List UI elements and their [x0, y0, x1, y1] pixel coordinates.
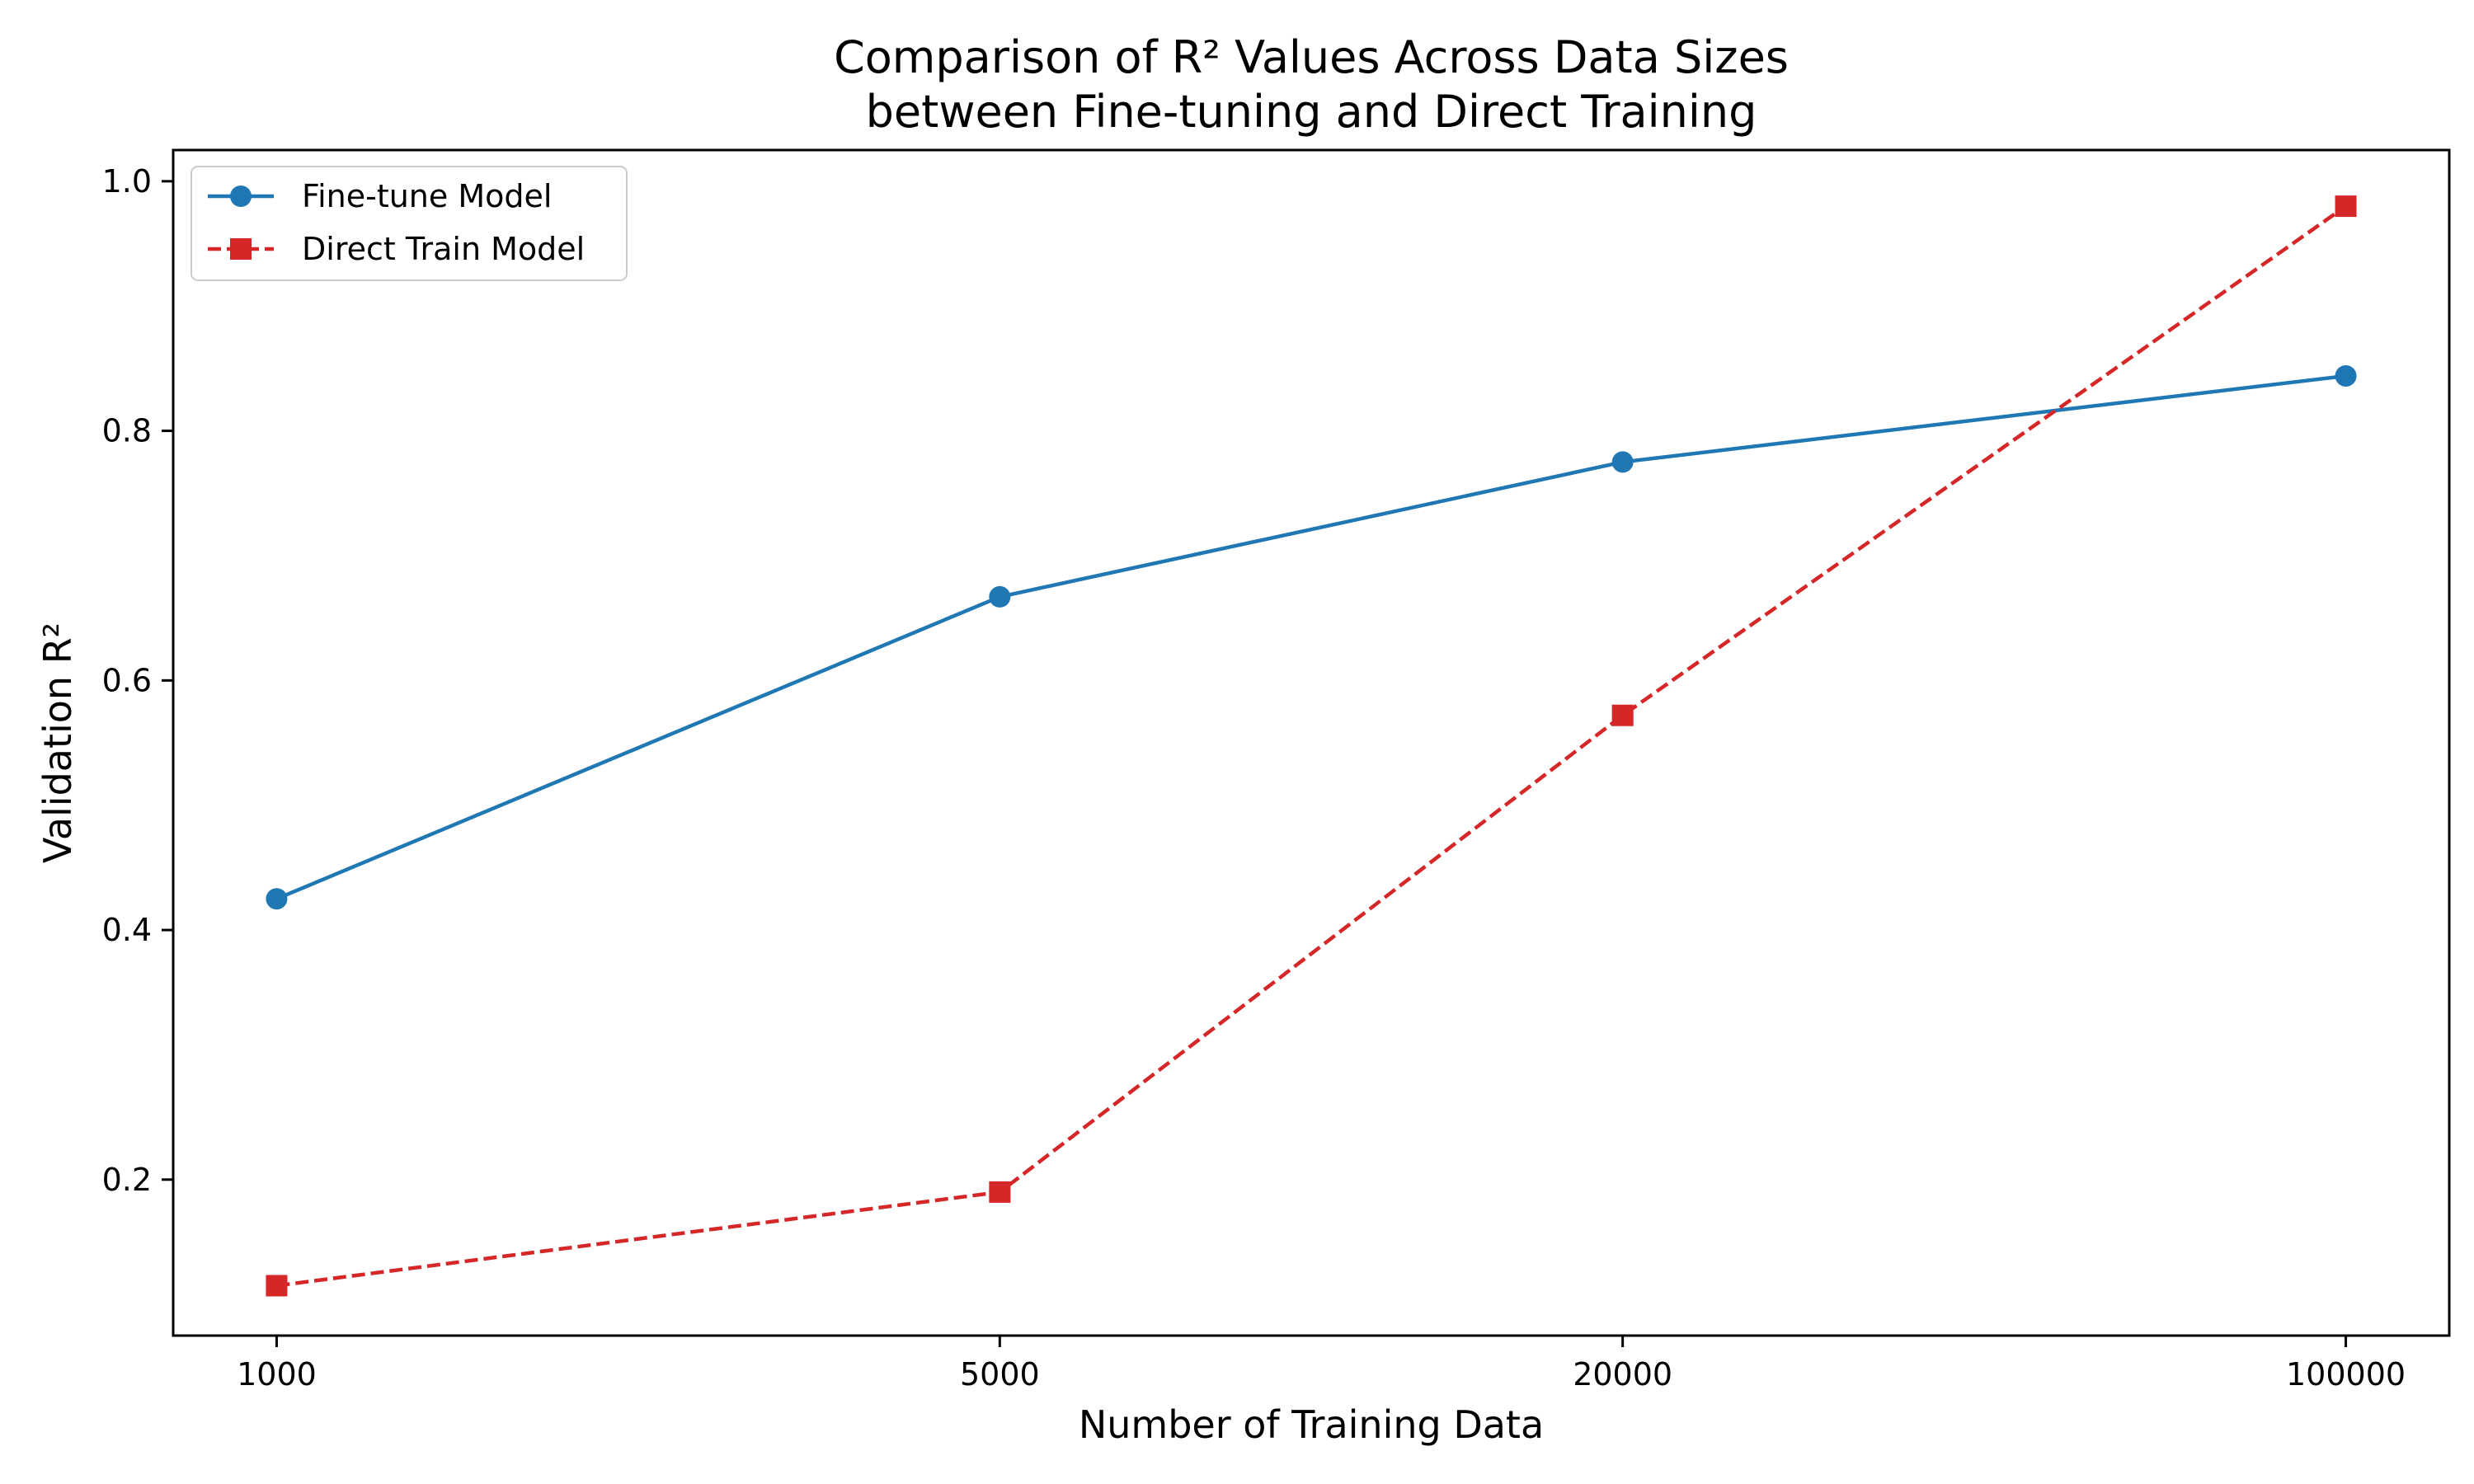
chart-title: Comparison of R² Values Across Data Size… — [834, 31, 1789, 83]
legend-label: Fine-tune Model — [302, 178, 552, 214]
series-direct-train — [266, 195, 2357, 1297]
data-point — [2335, 364, 2357, 387]
data-point — [266, 888, 288, 910]
series-line — [276, 204, 2347, 1288]
series-fine-tune — [266, 364, 2357, 910]
y-tick-label: 0.2 — [102, 1162, 152, 1198]
x-axis-ticks: 1000 5000 20000 100000 — [237, 1336, 2406, 1392]
y-tick-label: 1.0 — [102, 163, 152, 200]
data-point — [1611, 451, 1634, 473]
data-point — [266, 1275, 288, 1297]
y-axis-ticks: 0.2 0.4 0.6 0.8 1.0 — [102, 163, 173, 1198]
data-point — [1611, 704, 1634, 726]
y-tick-label: 0.8 — [102, 413, 152, 449]
legend-box — [190, 166, 628, 281]
legend-label: Direct Train Model — [302, 231, 585, 267]
y-tick-label: 0.6 — [102, 662, 152, 698]
x-axis-label: Number of Training Data — [1079, 1402, 1544, 1447]
legend-entries: Fine-tune Model Direct Train Model — [208, 178, 585, 267]
legend-entry: Direct Train Model — [208, 231, 585, 267]
legend-entry: Fine-tune Model — [208, 178, 552, 214]
y-axis-label: Validation R² — [35, 622, 80, 863]
x-tick-label: 1000 — [237, 1356, 317, 1392]
data-point — [989, 1181, 1011, 1203]
chart-subtitle: between Fine-tuning and Direct Training — [866, 86, 1757, 138]
y-tick-label: 0.4 — [102, 912, 152, 948]
plot-area: 1000 5000 20000 100000 0.2 0.4 0.6 0.8 1.0 — [102, 148, 2451, 1392]
legend-marker — [230, 238, 252, 260]
axes-frame — [172, 148, 2451, 1337]
data-point — [2335, 195, 2357, 218]
x-tick-label: 20000 — [1573, 1356, 1672, 1392]
series-layer — [266, 195, 2357, 1297]
legend: Fine-tune Model Direct Train Model — [190, 166, 628, 281]
series-line — [275, 373, 2346, 901]
legend-marker — [230, 186, 252, 207]
data-point — [989, 585, 1011, 608]
x-tick-label: 5000 — [960, 1356, 1040, 1392]
x-tick-label: 100000 — [2286, 1356, 2406, 1392]
